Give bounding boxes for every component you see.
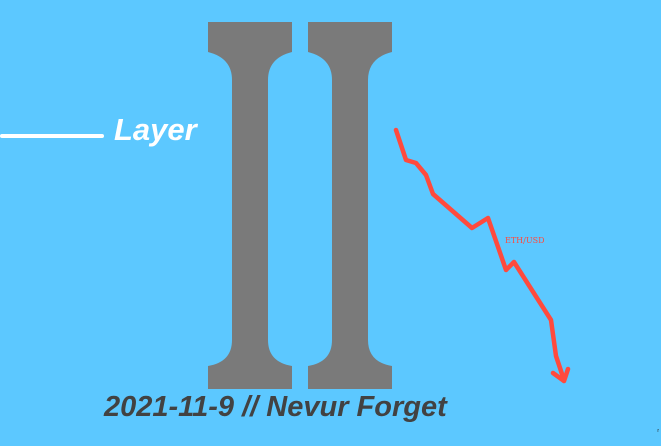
corner-mark: r	[657, 428, 659, 434]
price-line-arrowhead	[550, 366, 571, 384]
eth-usd-price-line	[393, 127, 567, 383]
date-caption: 2021-11-9 // Nevur Forget	[104, 391, 447, 423]
roman-pillar-left	[208, 22, 292, 389]
layer-label: Layer	[114, 112, 197, 147]
roman-pillar-right	[308, 22, 392, 389]
eth-usd-label: ETH/USD	[505, 236, 545, 245]
layer-underline	[0, 134, 104, 138]
